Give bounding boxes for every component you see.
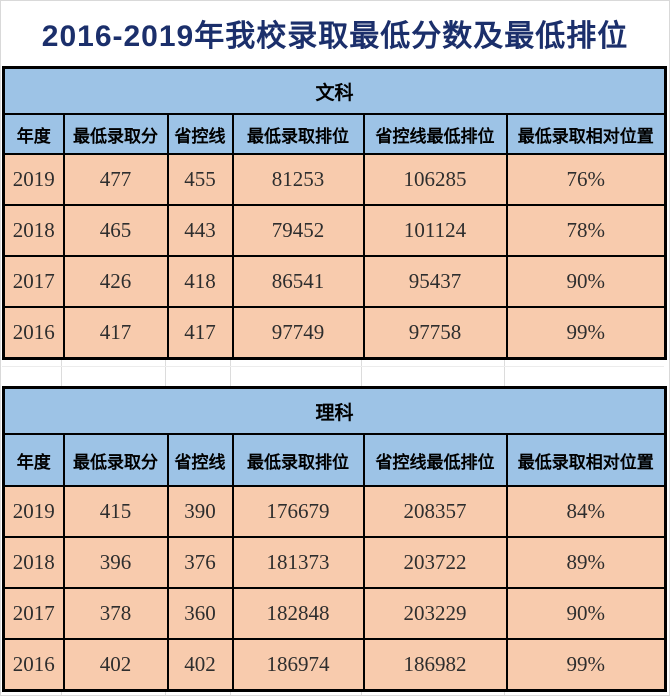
column-header-min-score: 最低录取分: [62, 113, 169, 155]
cell-min-rank: 97749: [231, 306, 365, 360]
cell-province-line-min-rank: 95437: [362, 255, 508, 308]
column-header-relative-position: 最低录取相对位置: [505, 433, 667, 487]
gridline-gap: [2, 360, 664, 386]
cell-province-line-min-rank: 203229: [362, 587, 508, 640]
cell-min-score: 477: [62, 153, 169, 206]
cell-province-line-min-rank: 186982: [362, 638, 508, 692]
column-header-row: 年度 最低录取分 省控线 最低录取排位 省控线最低排位 最低录取相对位置: [2, 433, 667, 487]
cell-province-line-min-rank: 101124: [362, 204, 508, 257]
cell-province-line-min-rank: 203722: [362, 536, 508, 589]
table-row: 2019 477 455 81253 106285 76%: [2, 153, 667, 206]
column-header-province-line: 省控线: [166, 433, 234, 487]
cell-year: 2018: [2, 204, 65, 257]
table-row: 2016 402 402 186974 186982 99%: [2, 638, 667, 692]
cell-province-line: 402: [166, 638, 234, 692]
cell-relative-position: 76%: [505, 153, 667, 206]
cell-min-score: 465: [62, 204, 169, 257]
cell-province-line: 360: [166, 587, 234, 640]
column-header-year: 年度: [2, 433, 65, 487]
cell-relative-position: 84%: [505, 485, 667, 538]
gridline-bottom-strip: [2, 692, 664, 696]
column-header-row: 年度 最低录取分 省控线 最低录取排位 省控线最低排位 最低录取相对位置: [2, 113, 667, 155]
cell-min-score: 378: [62, 587, 169, 640]
cell-min-rank: 176679: [231, 485, 365, 538]
cell-year: 2016: [2, 638, 65, 692]
section-header-row: 文科: [2, 66, 667, 115]
cell-year: 2018: [2, 536, 65, 589]
cell-min-score: 415: [62, 485, 169, 538]
column-header-province-line: 省控线: [166, 113, 234, 155]
column-header-province-line-min-rank: 省控线最低排位: [362, 433, 508, 487]
table-row: 2018 396 376 181373 203722 89%: [2, 536, 667, 589]
column-header-min-rank: 最低录取排位: [231, 433, 365, 487]
liberal-arts-table: 文科 年度 最低录取分 省控线 最低录取排位 省控线最低排位 最低录取相对位置 …: [2, 66, 668, 360]
cell-year: 2017: [2, 255, 65, 308]
science-table: 理科 年度 最低录取分 省控线 最低录取排位 省控线最低排位 最低录取相对位置 …: [2, 386, 668, 692]
table-row: 2016 417 417 97749 97758 99%: [2, 306, 667, 360]
section-title-science: 理科: [2, 386, 667, 435]
cell-relative-position: 99%: [505, 306, 667, 360]
table-row: 2019 415 390 176679 208357 84%: [2, 485, 667, 538]
cell-province-line-min-rank: 106285: [362, 153, 508, 206]
cell-province-line: 376: [166, 536, 234, 589]
cell-min-score: 417: [62, 306, 169, 360]
column-header-min-score: 最低录取分: [62, 433, 169, 487]
cell-year: 2019: [2, 153, 65, 206]
cell-min-rank: 81253: [231, 153, 365, 206]
cell-relative-position: 78%: [505, 204, 667, 257]
table-row: 2018 465 443 79452 101124 78%: [2, 204, 667, 257]
cell-min-rank: 79452: [231, 204, 365, 257]
cell-year: 2019: [2, 485, 65, 538]
cell-min-rank: 186974: [231, 638, 365, 692]
cell-province-line: 417: [166, 306, 234, 360]
cell-min-rank: 86541: [231, 255, 365, 308]
cell-min-score: 402: [62, 638, 169, 692]
cell-min-rank: 181373: [231, 536, 365, 589]
section-header-row: 理科: [2, 386, 667, 435]
table-row: 2017 426 418 86541 95437 90%: [2, 255, 667, 308]
column-header-relative-position: 最低录取相对位置: [505, 113, 667, 155]
cell-province-line: 418: [166, 255, 234, 308]
cell-relative-position: 90%: [505, 587, 667, 640]
cell-province-line: 390: [166, 485, 234, 538]
cell-relative-position: 99%: [505, 638, 667, 692]
cell-relative-position: 89%: [505, 536, 667, 589]
column-header-province-line-min-rank: 省控线最低排位: [362, 113, 508, 155]
column-header-min-rank: 最低录取排位: [231, 113, 365, 155]
section-title-liberal-arts: 文科: [2, 66, 667, 115]
table-row: 2017 378 360 182848 203229 90%: [2, 587, 667, 640]
cell-min-score: 396: [62, 536, 169, 589]
cell-min-score: 426: [62, 255, 169, 308]
cell-province-line: 455: [166, 153, 234, 206]
page-title: 2016-2019年我校录取最低分数及最低排位: [41, 20, 629, 53]
cell-year: 2016: [2, 306, 65, 360]
cell-year: 2017: [2, 587, 65, 640]
cell-province-line-min-rank: 208357: [362, 485, 508, 538]
cell-min-rank: 182848: [231, 587, 365, 640]
column-header-year: 年度: [2, 113, 65, 155]
cell-relative-position: 90%: [505, 255, 667, 308]
cell-province-line: 443: [166, 204, 234, 257]
cell-province-line-min-rank: 97758: [362, 306, 508, 360]
